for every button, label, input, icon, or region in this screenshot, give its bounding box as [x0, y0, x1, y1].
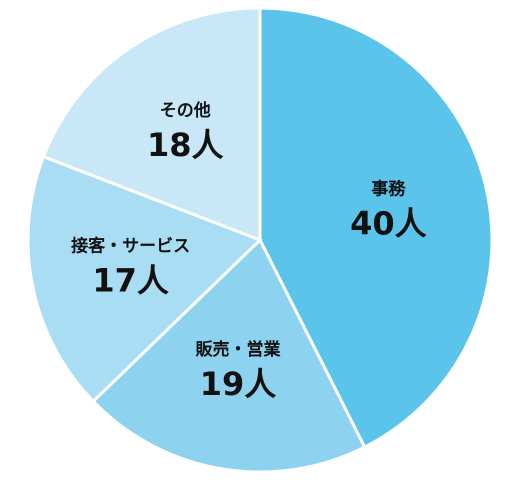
- value-label: 19人: [200, 365, 277, 403]
- slice-label: 事務: [371, 178, 406, 199]
- slice-label: 接客・サービス: [71, 235, 190, 256]
- value-label: 18人: [147, 126, 224, 164]
- pie-slice: [41, 6, 262, 243]
- value-label: 40人: [350, 204, 427, 242]
- pie-slice: [91, 237, 367, 474]
- slice-label: その他: [160, 100, 211, 121]
- value-label: 17人: [92, 261, 169, 299]
- slice-label: 販売・営業: [196, 339, 281, 360]
- pie-slice: [258, 6, 494, 450]
